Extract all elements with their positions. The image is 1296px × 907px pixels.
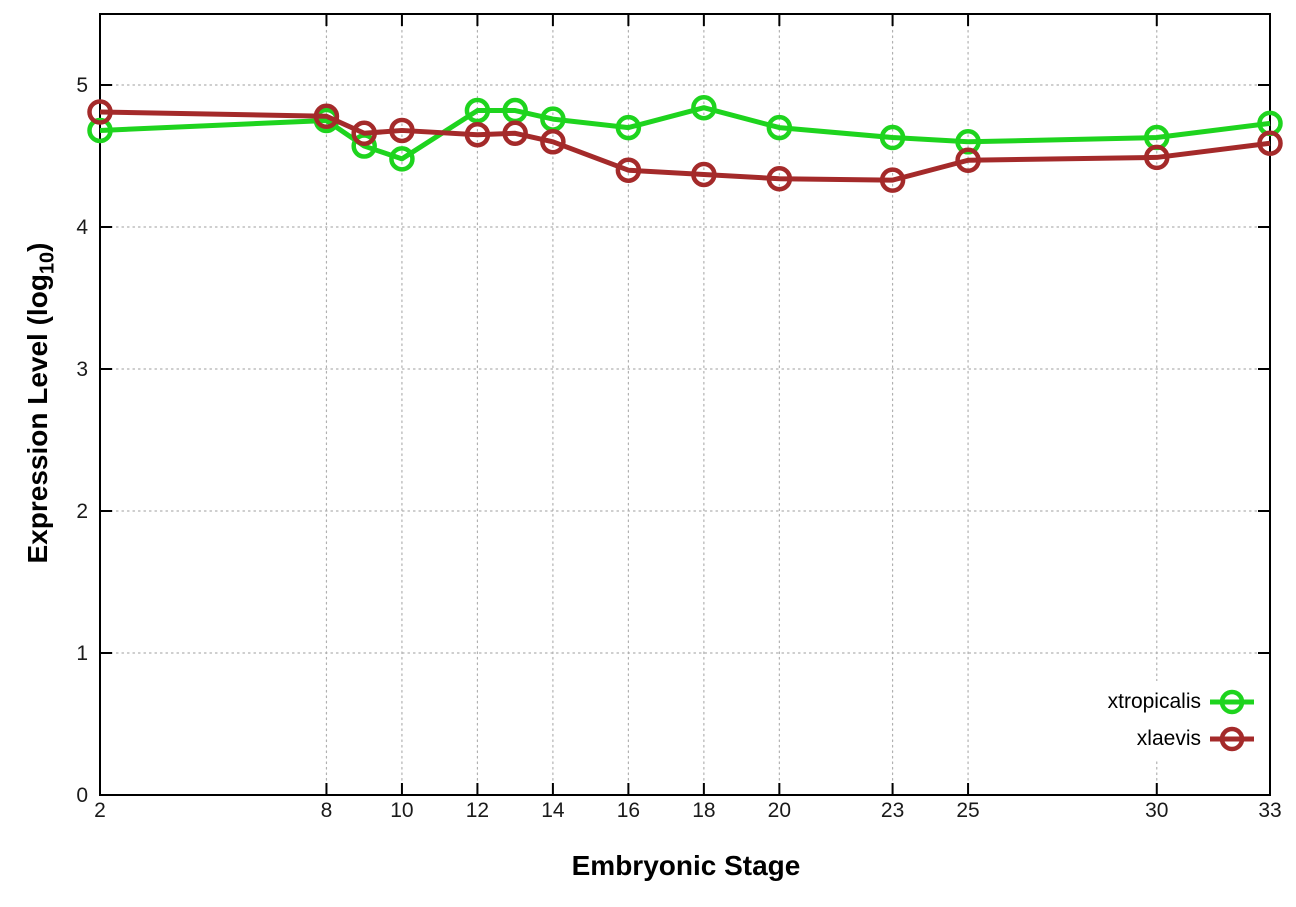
x-tick-label: 14 [541,799,565,822]
x-tick-label: 30 [1145,799,1168,822]
series-xtropicalis-point [691,94,717,121]
series-xtropicalis-point [464,97,491,124]
y-tick-label: 3 [76,358,88,381]
y-tick-label: 1 [76,642,88,665]
y-tick-label: 2 [76,500,88,523]
x-axis-title: Embryonic Stage [571,850,801,881]
chart-legend: xtropicalis xlaevis [1089,681,1254,759]
series-xtropicalis-point [389,146,415,172]
series-xlaevis-point [955,147,981,174]
series-xtropicalis-point [955,129,981,155]
series-xtropicalis-point [615,114,642,141]
y-tick-label: 0 [76,784,88,807]
x-tick-label: 12 [466,799,489,822]
x-tick-label: 2 [94,799,106,822]
legend-marker-xtropicalis [1210,689,1254,714]
series-xtropicalis-point [766,114,793,141]
x-tick-label: 10 [390,799,413,822]
legend-entry-xlaevis: xlaevis [1108,720,1254,757]
legend-point-sample [1219,726,1245,751]
x-tick-label: 23 [881,799,904,822]
y-tick-label: 5 [76,74,88,97]
series-xlaevis-point [879,167,906,193]
series-xlaevis-point [351,120,377,147]
legend-entry-xtropicalis: xtropicalis [1108,683,1254,720]
series-xlaevis-point [691,161,717,188]
series-xlaevis-point [766,165,793,192]
x-tick-label: 16 [617,799,640,822]
series-xtropicalis-point [879,124,906,151]
series-xtropicalis-point [87,117,113,144]
series-xlaevis-point [313,103,340,129]
series-xlaevis-point [1144,144,1170,171]
series-xlaevis-point [540,129,566,155]
legend-marker-xlaevis [1210,726,1254,751]
x-tick-label: 20 [768,799,791,822]
x-tick-label: 8 [321,799,333,822]
series-xlaevis-point [389,117,415,144]
x-tick-label: 33 [1258,799,1281,822]
y-axis-title-subscript: 10 [36,251,59,275]
y-axis-title: Expression Level (log10) [21,103,59,703]
y-axis-title-text: Expression Level (log [22,274,53,564]
series-xlaevis-point [464,121,491,148]
series-xlaevis-line [99,109,1271,183]
x-tick-label: 18 [692,799,715,822]
y-tick-label: 4 [76,216,88,239]
series-xlaevis-point [87,99,113,125]
x-tick-label: 25 [956,799,979,822]
series-xlaevis-point [615,157,642,183]
plot-border [99,13,1271,796]
legend-label-xtropicalis: xtropicalis [1107,689,1201,713]
series-xlaevis-point [1257,130,1283,156]
legend-label-xlaevis: xlaevis [1136,726,1201,750]
series-xlaevis-point [502,120,528,147]
legend-point-sample [1219,689,1245,714]
y-axis-title-suffix: ) [22,242,53,252]
